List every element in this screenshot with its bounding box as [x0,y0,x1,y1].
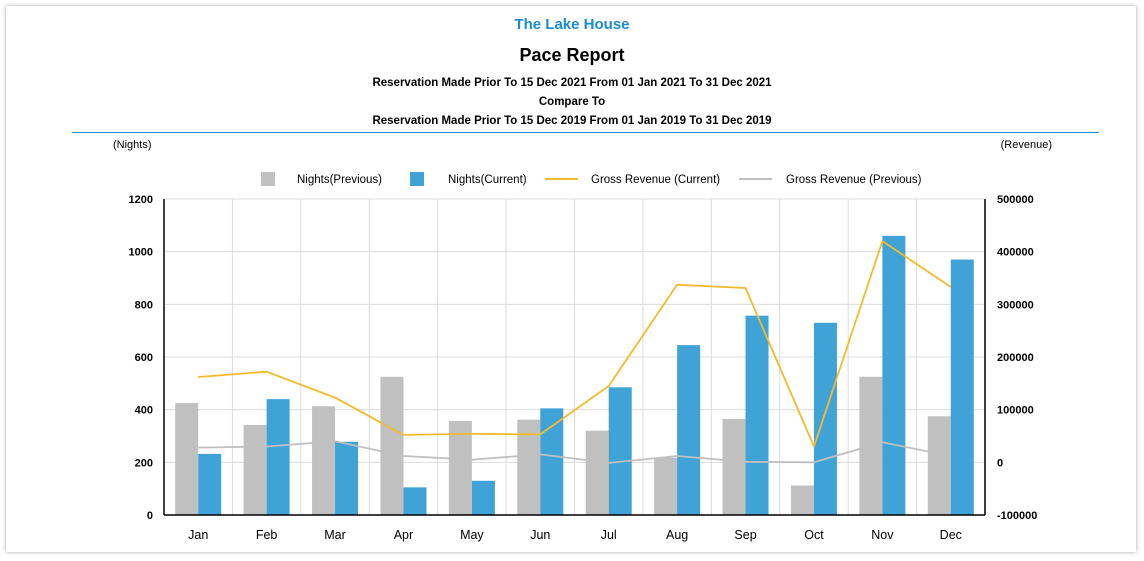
bar-nights-current-apr [403,487,427,515]
x-tick-label: Apr [394,528,413,542]
bar-nights-previous-aug [654,457,678,515]
y-left-tick-label: 200 [135,457,153,469]
bar-nights-current-jul [608,387,632,515]
y-right-tick-label: 400000 [997,247,1034,259]
x-tick-label: Aug [666,528,688,542]
y-right-tick-label: 100000 [997,405,1034,417]
x-tick-label: Jun [530,528,550,542]
bar-nights-current-may [471,480,495,515]
legend-label-revenue-current: Gross Revenue (Current) [591,174,720,186]
y-right-tick-label: 200000 [997,352,1034,364]
y-right-axis-title: (Revenue) [1001,139,1052,151]
y-left-tick-label: 1200 [129,194,153,206]
bar-nights-previous-oct [790,485,814,515]
y-left-tick-label: 800 [135,299,153,311]
x-tick-label: Jul [601,528,617,542]
line-gross-revenue-previous [198,440,951,464]
y-left-tick-label: 400 [135,405,153,417]
legend-label-nights-current: Nights(Current) [448,174,527,186]
bar-nights-previous-mar [312,406,336,515]
bar-nights-current-feb [266,399,290,515]
bar-nights-current-oct [813,322,837,515]
bar-nights-previous-jun [517,419,541,515]
x-tick-label: May [460,528,484,542]
report-title: Pace Report [519,45,625,65]
x-tick-label: Jan [188,528,208,542]
report-criteria-current: Reservation Made Prior To 15 Dec 2021 Fr… [372,77,772,89]
bar-nights-previous-may [448,420,472,515]
y-right-tick-label: 300000 [997,299,1034,311]
y-right-tick-label: 0 [997,457,1003,469]
report-criteria-previous: Reservation Made Prior To 15 Dec 2019 Fr… [372,115,772,127]
bar-nights-previous-jul [585,430,609,515]
bar-nights-previous-dec [927,416,951,515]
x-tick-label: Feb [256,528,278,542]
x-tick-label: Oct [804,528,824,542]
legend-swatch-nights-previous [261,172,275,186]
company-name: The Lake House [514,16,630,33]
bar-nights-current-sep [745,315,769,515]
y-left-tick-label: 0 [147,510,153,522]
bar-nights-current-aug [677,345,701,515]
bar-nights-current-nov [882,235,906,515]
legend-label-revenue-previous: Gross Revenue (Previous) [786,174,922,186]
y-left-tick-label: 1000 [129,247,153,259]
y-left-tick-label: 600 [135,352,153,364]
bar-nights-current-dec [950,259,974,515]
x-tick-label: Dec [940,528,962,542]
header-divider [72,132,1099,133]
x-tick-label: Mar [324,528,346,542]
line-gross-revenue-current [198,240,952,448]
legend-label-nights-previous: Nights(Previous) [297,174,382,186]
x-tick-label: Nov [871,528,894,542]
bar-nights-previous-sep [722,418,746,515]
bar-nights-previous-apr [380,376,404,515]
bar-nights-previous-feb [243,424,267,515]
bar-nights-current-jan [198,453,222,515]
legend-swatch-nights-current [410,172,424,186]
y-left-axis-title: (Nights) [113,139,152,151]
y-right-tick-label: -100000 [997,510,1037,522]
y-right-tick-label: 500000 [997,194,1034,206]
bar-nights-previous-jan [175,403,199,515]
bar-nights-current-mar [335,441,359,515]
report-compare-label: Compare To [538,96,606,108]
x-tick-label: Sep [734,528,756,542]
bar-nights-current-jun [540,408,564,515]
